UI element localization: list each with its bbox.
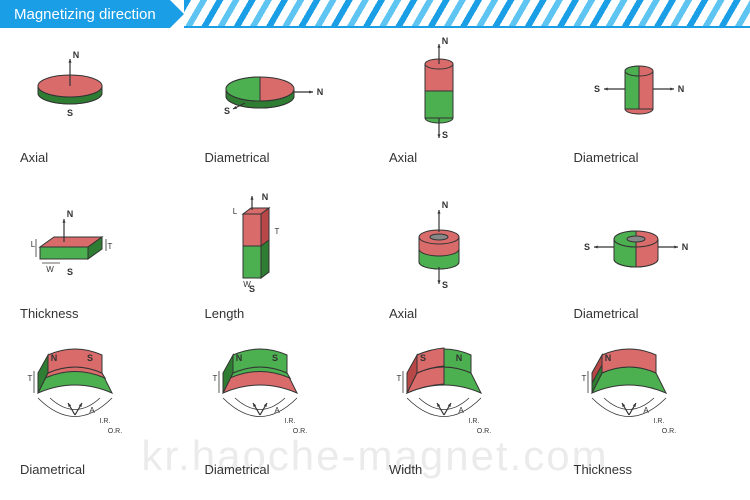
svg-text:I.R.: I.R. — [469, 418, 480, 425]
diagram-cell: N S Diametrical — [564, 192, 741, 344]
svg-text:S: S — [223, 106, 229, 116]
header-stripes — [184, 0, 750, 28]
svg-text:N: N — [681, 242, 688, 252]
magnet-diagram-arc_diametrical: N S T A I.R. O.R. — [10, 348, 187, 458]
svg-text:O.R.: O.R. — [661, 428, 675, 435]
svg-text:L: L — [31, 240, 36, 249]
svg-text:S: S — [67, 108, 73, 118]
svg-text:N: N — [235, 353, 242, 363]
svg-text:A: A — [89, 406, 95, 415]
diagram-cell: N S Axial — [379, 36, 556, 188]
magnet-diagram-block_length: NS LWT — [195, 192, 372, 302]
svg-text:T: T — [581, 374, 586, 383]
magnet-diagram-block_thickness: N S L W T — [10, 192, 187, 302]
svg-text:A: A — [458, 406, 464, 415]
svg-text:W: W — [243, 280, 251, 289]
svg-text:S: S — [442, 280, 448, 290]
diagram-cell: N S Diametrical — [195, 36, 372, 188]
magnet-diagram-cylinder_axial: N S — [379, 36, 556, 146]
diagram-label: Diametrical — [195, 150, 270, 165]
diagram-cell: NS Axial — [10, 36, 187, 188]
diagram-label: Diametrical — [195, 462, 270, 477]
svg-text:S: S — [583, 242, 589, 252]
svg-text:I.R.: I.R. — [100, 418, 111, 425]
magnet-diagram-ring_diametrical: N S — [564, 192, 741, 302]
svg-text:N: N — [316, 87, 323, 97]
svg-text:N: N — [51, 353, 58, 363]
svg-text:A: A — [274, 406, 280, 415]
magnet-diagram-arc_thickness: N T A I.R. O.R. — [564, 348, 741, 458]
svg-text:N: N — [604, 353, 611, 363]
magnet-diagram-disc_axial: NS — [10, 36, 187, 146]
svg-text:N: N — [442, 200, 449, 210]
diagram-cell: N S T A I.R. O.R. Diametrical — [195, 348, 372, 500]
svg-text:N: N — [73, 50, 80, 60]
diagram-cell: S N T A I.R. O.R. Width — [379, 348, 556, 500]
magnet-diagram-ring_axial: N S — [379, 192, 556, 302]
svg-text:S: S — [593, 84, 599, 94]
diagram-label: Width — [379, 462, 422, 477]
diagram-cell: N S Axial — [379, 192, 556, 344]
svg-text:S: S — [420, 353, 426, 363]
svg-text:N: N — [261, 192, 268, 202]
header-title: Magnetizing direction — [0, 0, 170, 28]
diagram-label: Axial — [379, 150, 417, 165]
svg-text:T: T — [28, 374, 33, 383]
diagram-cell: NS LWT Length — [195, 192, 372, 344]
svg-text:A: A — [643, 406, 649, 415]
svg-text:S: S — [271, 353, 277, 363]
magnet-diagram-cylinder_diametrical: N S — [564, 36, 741, 146]
diagram-label: Diametrical — [10, 462, 85, 477]
svg-text:T: T — [212, 374, 217, 383]
header: Magnetizing direction — [0, 0, 750, 28]
svg-text:O.R.: O.R. — [292, 428, 306, 435]
svg-text:O.R.: O.R. — [108, 428, 122, 435]
svg-text:N: N — [442, 36, 449, 46]
diagram-cell: N S Diametrical — [564, 36, 741, 188]
magnet-diagram-arc_diametrical_rev: N S T A I.R. O.R. — [195, 348, 372, 458]
svg-text:O.R.: O.R. — [477, 428, 491, 435]
magnet-diagram-disc_diametrical: N S — [195, 36, 372, 146]
diagram-cell: N S L W T Thickness — [10, 192, 187, 344]
diagram-label: Thickness — [10, 306, 79, 321]
svg-text:I.R.: I.R. — [653, 418, 664, 425]
svg-text:W: W — [46, 265, 54, 274]
svg-text:S: S — [442, 130, 448, 140]
svg-text:I.R.: I.R. — [284, 418, 295, 425]
svg-text:N: N — [456, 353, 463, 363]
diagram-cell: N T A I.R. O.R. Thickness — [564, 348, 741, 500]
magnet-diagram-arc_width: S N T A I.R. O.R. — [379, 348, 556, 458]
svg-text:T: T — [108, 242, 113, 251]
svg-text:L: L — [232, 207, 237, 216]
diagram-label: Length — [195, 306, 245, 321]
diagram-label: Thickness — [564, 462, 633, 477]
diagram-grid: NS Axial N S Diametrical N S Axial N S D… — [0, 28, 750, 500]
diagram-label: Diametrical — [564, 306, 639, 321]
svg-text:S: S — [67, 267, 73, 277]
svg-text:N: N — [67, 209, 74, 219]
svg-text:T: T — [274, 227, 279, 236]
diagram-cell: N S T A I.R. O.R. Diametrical — [10, 348, 187, 500]
svg-text:N: N — [677, 84, 684, 94]
diagram-label: Axial — [10, 150, 48, 165]
svg-text:S: S — [87, 353, 93, 363]
diagram-label: Axial — [379, 306, 417, 321]
svg-text:T: T — [397, 374, 402, 383]
diagram-label: Diametrical — [564, 150, 639, 165]
